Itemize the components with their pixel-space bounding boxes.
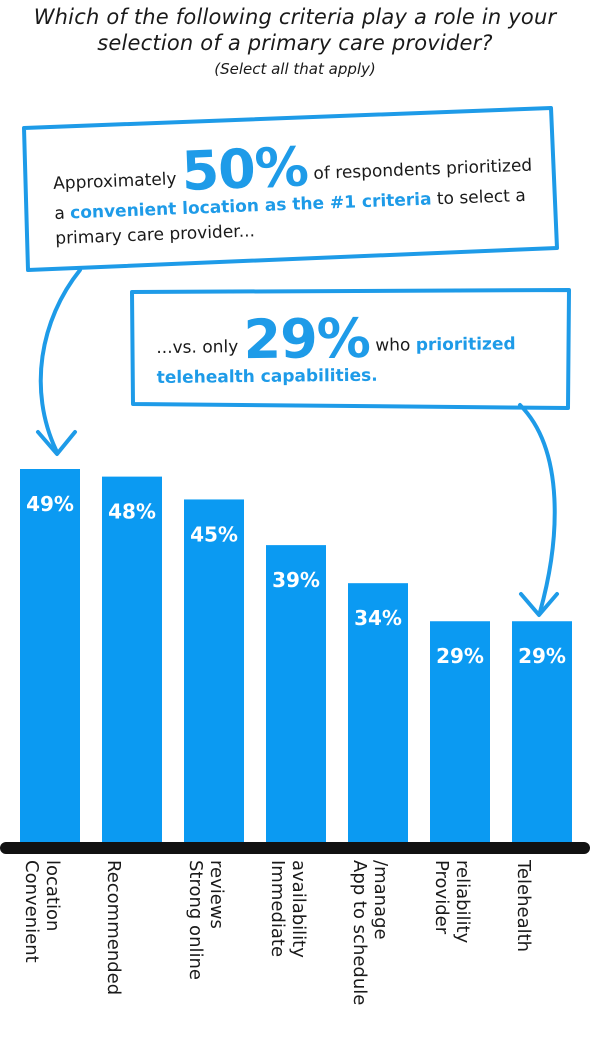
category-label-line: Telehealth [513,859,534,952]
callout-text-2: ...vs. only 29% who prioritized teleheal… [156,307,557,391]
bar-value-label-1: 48% [108,500,156,524]
category-label-line: Strong online [185,860,206,980]
arrow-to-telehealth [518,403,557,614]
bar-value-label-6: 29% [518,644,566,668]
bar-value-label-2: 45% [190,522,238,546]
bar-value-label-4: 34% [354,606,402,630]
callout-2-pre: ...vs. only [156,337,244,358]
category-label-line: Convenient [21,860,42,963]
category-label-3: Immediateavailability [267,860,309,958]
category-label-5: Providerreliability [431,860,473,944]
callout-2-big-percent: 29% [243,306,371,372]
category-label-line: Recommended [103,860,124,995]
category-label-0: Convenientlocation [21,860,63,963]
category-label-4: App to schedule/manage [349,860,391,1005]
category-label-line: Provider [431,860,452,935]
chart-baseline [0,842,590,854]
callout-1-highlight: convenient location as the #1 criteria [69,189,432,224]
callout-1-pre: Approximately [52,169,183,194]
callout-box-2 [130,288,571,410]
chart-title: Which of the following criteria play a r… [0,4,590,56]
bar-2 [184,499,244,846]
bar-3 [266,545,326,846]
bar-1 [102,476,162,846]
category-label-line: reviews [206,860,227,929]
category-label-6: Telehealth [513,859,534,952]
chart-subtitle: (Select all that apply) [214,60,376,78]
category-label-1: Recommended [103,860,124,995]
callout-text-1: Approximately 50% of respondents priorit… [52,134,535,252]
category-label-2: Strong onlinereviews [185,860,227,980]
arrow-head-telehealth [519,592,559,617]
bar-6 [512,621,572,846]
bar-4 [348,583,408,846]
bar-5 [430,621,490,846]
bar-value-label-0: 49% [26,492,74,516]
callout-1-big-percent: 50% [180,135,310,204]
arrow-head-location [36,430,77,456]
bar-value-label-3: 39% [272,568,320,592]
bar-value-label-5: 29% [436,644,484,668]
category-label-line: availability [288,860,309,958]
category-label-line: /manage [370,860,391,940]
category-label-line: reliability [452,860,473,944]
category-labels-group: Convenientlocation Recommended Strong onli… [21,859,534,1005]
title-line-2: selection of a primary care provider? [97,31,493,55]
category-label-line: location [42,860,63,931]
title-line-1: Which of the following criteria play a r… [33,5,557,29]
category-label-line: App to schedule [349,860,370,1005]
bars-group: 49% 48% 45% 39% 34% 29% 29% [20,469,572,846]
callout-2-mid: who [369,335,416,356]
callout-box-1 [22,106,559,272]
category-label-line: Immediate [267,860,288,957]
arrow-to-location [38,268,82,452]
bar-0 [20,469,80,846]
